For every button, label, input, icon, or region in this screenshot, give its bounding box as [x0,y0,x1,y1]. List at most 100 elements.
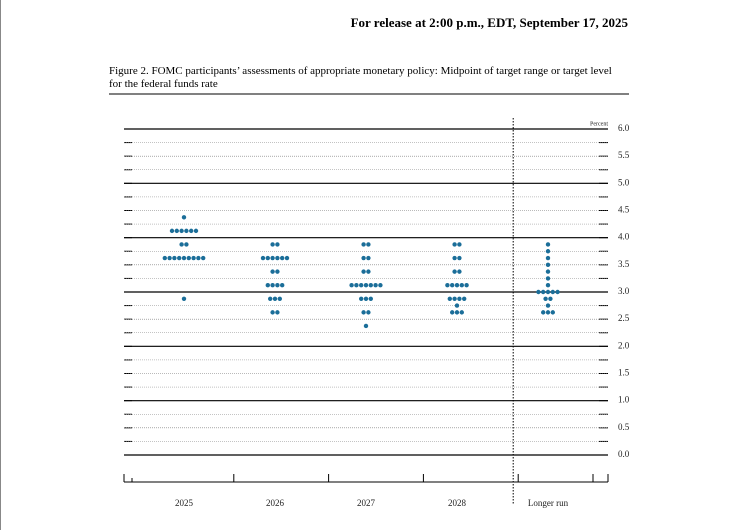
dot [545,303,551,308]
dot [349,283,354,288]
dot [452,242,457,247]
y-tick-label: 1.0 [618,395,630,405]
dot [275,310,280,315]
dot [179,228,184,234]
dot [545,283,551,288]
dot [359,283,364,288]
dot [545,276,551,281]
y-tick-label: 5.5 [618,150,630,160]
dot [452,269,457,274]
dot [284,255,290,261]
dot [174,228,179,234]
y-tick-label: 4.0 [618,232,630,242]
dot [454,303,460,308]
dot [536,289,541,295]
dot [545,262,551,268]
dot [462,296,467,301]
y-tick-label: 0.0 [618,449,630,459]
dot [541,310,546,315]
dot [361,242,366,247]
dot [181,215,187,220]
y-tick-label: 2.5 [618,313,630,323]
dot [450,283,455,288]
dot [541,289,546,295]
chart-title: Figure 2. FOMC participants’ assessments… [109,65,612,90]
dot [457,242,462,247]
dot [270,242,275,247]
dot [452,296,457,301]
dot [452,255,457,261]
dot [361,269,366,274]
y-tick-label: 5.0 [618,177,630,187]
dot [366,269,371,274]
dot [275,255,280,261]
dot [459,283,464,288]
dot [545,255,551,261]
dot [270,255,275,261]
dot [280,283,285,288]
dot [275,283,280,288]
dot [169,228,175,234]
dot [450,310,455,315]
dot [363,323,369,329]
dot [366,310,371,315]
dot [280,255,285,261]
x-tick-label: 2028 [448,498,467,508]
dot [550,289,555,295]
dot [191,255,196,261]
dot [361,255,366,261]
y-tick-label: 3.0 [618,286,630,296]
y-tick-label: 6.0 [618,123,630,133]
y-tick-label: 0.5 [618,422,630,432]
dot [363,283,369,288]
dot [186,255,191,261]
dot [265,255,270,261]
dot [181,296,187,301]
dot [545,249,551,254]
dot [366,255,371,261]
dot [270,310,275,315]
dot [545,242,551,247]
dot [189,228,194,234]
dot [445,283,450,288]
release-header: For release at 2:00 p.m., EDT, September… [350,15,628,30]
dot [272,296,278,301]
dot [545,289,551,295]
dot [268,296,273,301]
dot [454,283,460,288]
dot [184,228,189,234]
x-tick-label: Longer run [528,498,569,508]
y-axis-label: Percent [590,121,608,127]
dot [172,255,177,261]
dot [447,296,452,301]
dot [545,310,551,315]
dot [368,296,373,301]
dot [361,310,366,315]
dot [167,255,172,261]
dot [550,310,555,315]
dot [275,242,280,247]
dot [363,296,369,301]
dot [543,296,548,301]
dot [270,283,275,288]
dot [555,289,560,295]
x-tick-label: 2025 [175,498,194,508]
dot [196,255,201,261]
dot [181,255,187,261]
dot [457,296,462,301]
dot [265,283,270,288]
dot [457,255,462,261]
dot [368,283,373,288]
y-tick-label: 3.5 [618,259,630,269]
dot [354,283,359,288]
dot [464,283,469,288]
dot [548,296,553,301]
dot [184,242,189,247]
x-tick-label: 2027 [357,498,376,508]
dot [454,310,460,315]
dot [193,228,199,234]
dot [366,242,371,247]
dot [162,255,167,261]
